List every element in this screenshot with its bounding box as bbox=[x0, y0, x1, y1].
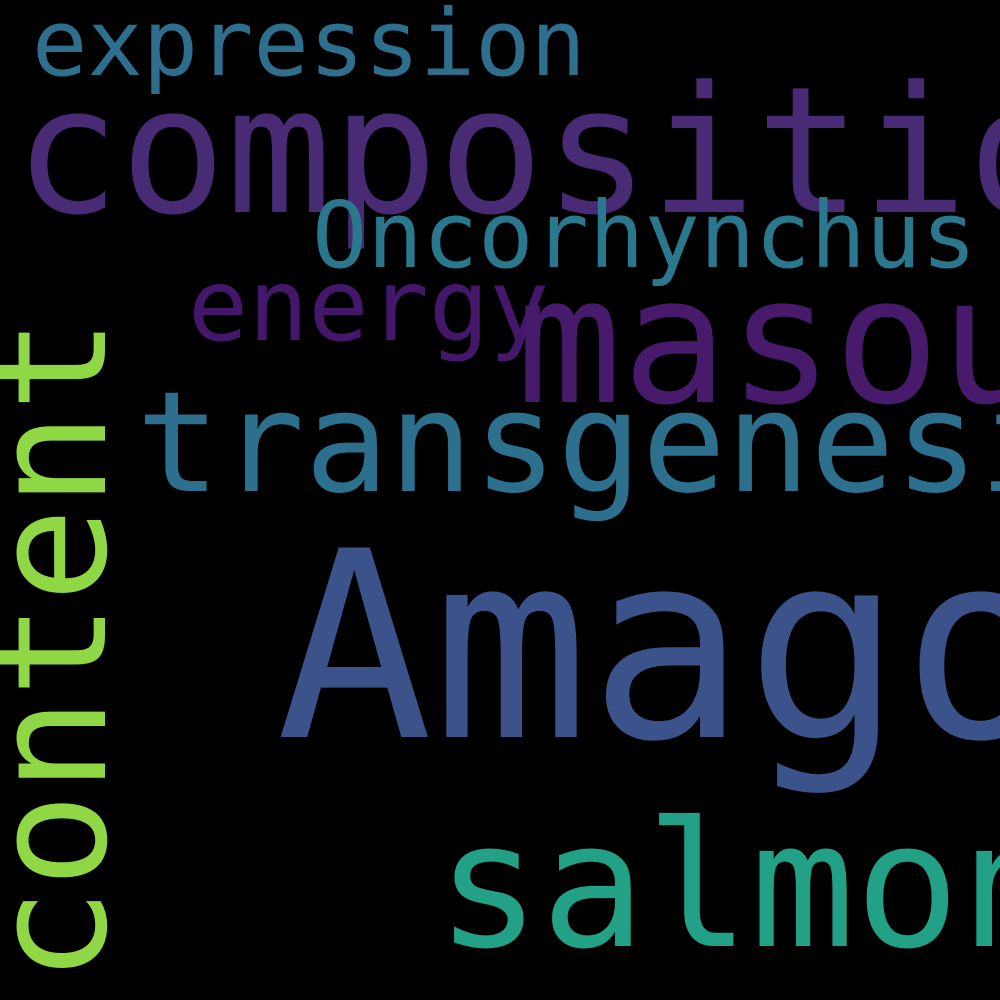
word-amago: Amago bbox=[276, 497, 1000, 799]
word-transgenesis: transgenesis bbox=[136, 362, 1000, 525]
word-expression: expression bbox=[32, 0, 586, 97]
word-energy: energy bbox=[188, 247, 550, 364]
word-content: content bbox=[0, 317, 143, 983]
word-composition: composition bbox=[14, 49, 1000, 254]
word-masou: masou bbox=[516, 239, 1000, 444]
word-salmon: salmon bbox=[436, 785, 1000, 988]
word-oncorhynchus: Oncorhynchus bbox=[312, 182, 977, 289]
